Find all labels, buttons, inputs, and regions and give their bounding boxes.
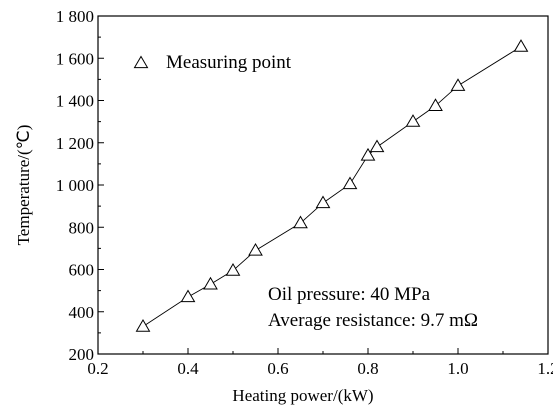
data-point-triangle <box>180 289 196 303</box>
y-tick-label: 800 <box>69 218 95 237</box>
annotation-average-resistance: Average resistance: 9.7 mΩ <box>268 310 478 331</box>
data-point-triangle <box>315 195 331 209</box>
legend: Measuring point <box>133 52 292 73</box>
y-tick-label: 1 000 <box>56 176 94 195</box>
data-point-triangle <box>293 215 308 229</box>
y-tick-label: 1 400 <box>56 92 94 111</box>
data-point-triangle <box>225 263 241 276</box>
x-tick-label: 1.2 <box>537 359 553 378</box>
y-tick-label: 600 <box>69 261 95 280</box>
legend-marker-triangle <box>133 55 149 69</box>
y-axis-ticks: 200 400 600 800 1 000 1 200 1 400 1 600 1 800 <box>56 7 104 364</box>
y-tick-label: 200 <box>69 345 95 364</box>
data-point-triangle <box>135 319 151 332</box>
data-point-triangle <box>428 98 443 111</box>
y-tick-label: 400 <box>69 303 95 322</box>
data-point-triangle <box>342 176 358 190</box>
x-axis-ticks: 0.2 0.4 0.6 0.8 1.0 1.2 <box>87 348 553 378</box>
y-axis-title: Temperature/(℃) <box>14 125 33 246</box>
annotations: Oil pressure: 40 MPa Average resistance:… <box>268 284 478 331</box>
y-tick-label: 1 600 <box>56 49 94 68</box>
x-tick-label: 0.4 <box>177 359 199 378</box>
x-axis-title: Heating power/(kW) <box>232 386 373 405</box>
series <box>135 39 529 332</box>
data-point-triangle <box>405 114 421 127</box>
x-tick-label: 0.8 <box>357 359 378 378</box>
y-tick-label: 1 200 <box>56 134 94 153</box>
data-point-triangle <box>369 139 385 153</box>
data-point-triangle <box>513 39 529 52</box>
legend-label: Measuring point <box>166 52 292 73</box>
data-point-triangle <box>450 78 466 91</box>
data-point-triangle <box>203 276 218 290</box>
y-tick-label: 1 800 <box>56 7 94 26</box>
x-tick-label: 0.2 <box>87 359 108 378</box>
x-tick-label: 1.0 <box>447 359 468 378</box>
data-point-triangle <box>360 147 376 161</box>
annotation-oil-pressure: Oil pressure: 40 MPa <box>268 284 431 305</box>
data-point-triangle <box>248 242 263 256</box>
x-tick-label: 0.6 <box>267 359 288 378</box>
